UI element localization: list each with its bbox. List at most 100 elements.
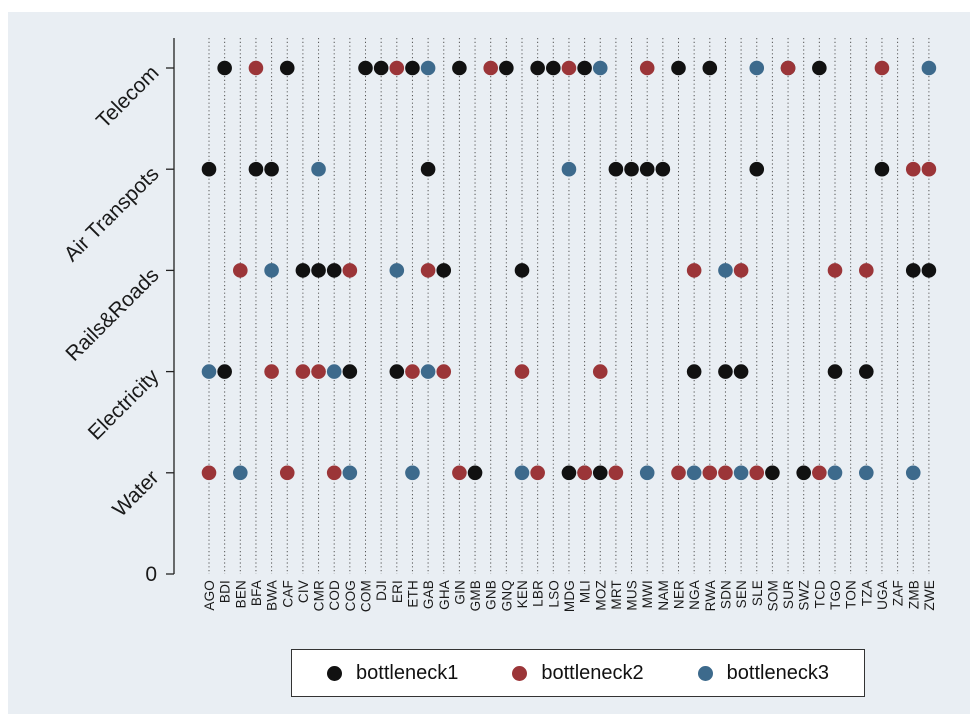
x-tick-label: GNB (484, 580, 499, 610)
data-point-bottleneck3 (639, 465, 655, 481)
data-point-bottleneck1 (812, 60, 827, 76)
data-point-bottleneck2 (733, 263, 749, 278)
data-point-bottleneck1 (686, 364, 702, 379)
legend-label: bottleneck3 (726, 661, 829, 684)
data-point-bottleneck2 (436, 364, 452, 379)
data-point-bottleneck2 (827, 263, 843, 278)
data-point-bottleneck3 (686, 465, 702, 481)
data-point-bottleneck1 (796, 465, 811, 481)
data-point-bottleneck3 (233, 465, 248, 481)
x-tick-label: SOM (765, 580, 780, 611)
data-point-bottleneck1 (624, 161, 639, 177)
y-tick-label: Rails&Roads (61, 264, 163, 366)
legend-marker (512, 665, 528, 681)
data-point-bottleneck3 (749, 60, 765, 76)
legend-label: bottleneck1 (356, 661, 459, 684)
legend-marker (327, 665, 343, 681)
data-point-bottleneck1 (514, 263, 530, 278)
x-tick-label: KEN (515, 580, 530, 608)
data-point-bottleneck1 (765, 465, 780, 481)
data-point-bottleneck1 (921, 263, 937, 278)
x-tick-label: ETH (405, 580, 420, 608)
data-point-bottleneck2 (452, 465, 467, 481)
data-point-bottleneck1 (577, 60, 592, 76)
data-point-bottleneck1 (217, 364, 232, 379)
legend: bottleneck1 bottleneck2 bottleneck3 (291, 649, 865, 697)
data-point-bottleneck2 (295, 364, 311, 379)
legend-marker (697, 665, 713, 681)
data-point-bottleneck1 (499, 60, 514, 76)
x-tick-label: GNQ (499, 580, 514, 611)
data-point-bottleneck1 (546, 60, 561, 76)
data-point-bottleneck2 (279, 465, 295, 481)
x-tick-label: CIV (296, 580, 311, 603)
data-point-bottleneck3 (859, 465, 874, 481)
data-point-bottleneck1 (467, 465, 483, 481)
data-point-bottleneck2 (859, 263, 874, 278)
data-point-bottleneck3 (827, 465, 843, 481)
data-point-bottleneck1 (905, 263, 921, 278)
x-tick-label: ZAF (891, 580, 906, 606)
data-point-bottleneck2 (233, 263, 248, 278)
data-point-bottleneck2 (905, 161, 921, 177)
y-tick-label: Air Transpots (60, 162, 164, 266)
x-tick-label: TCD (812, 580, 827, 608)
data-point-bottleneck1 (608, 161, 624, 177)
legend-label: bottleneck2 (541, 661, 644, 684)
x-tick-label: TZA (859, 580, 874, 606)
x-tick-label: GHA (437, 580, 452, 610)
data-point-bottleneck3 (718, 263, 733, 278)
x-tick-label: MUS (625, 580, 640, 611)
data-point-bottleneck2 (671, 465, 686, 481)
data-point-bottleneck1 (671, 60, 686, 76)
x-tick-label: COG (343, 580, 358, 611)
x-tick-label: DJI (374, 580, 389, 601)
data-point-bottleneck1 (859, 364, 874, 379)
data-point-bottleneck1 (639, 161, 655, 177)
data-point-bottleneck3 (733, 465, 749, 481)
legend-item-bottleneck2: bottleneck2 (512, 661, 644, 685)
data-point-bottleneck2 (921, 161, 937, 177)
data-point-bottleneck2 (592, 364, 608, 379)
data-point-bottleneck3 (389, 263, 405, 278)
x-tick-label: BEN (233, 580, 248, 608)
data-point-bottleneck2 (514, 364, 530, 379)
x-tick-label: MOZ (593, 580, 608, 611)
x-tick-label: UGA (875, 580, 890, 610)
data-point-bottleneck2 (389, 60, 405, 76)
x-tick-label: BWA (265, 580, 280, 611)
x-tick-label: SEN (734, 580, 749, 608)
data-point-bottleneck1 (530, 60, 545, 76)
data-point-bottleneck2 (577, 465, 592, 481)
x-tick-label: RWA (703, 580, 718, 611)
data-point-bottleneck1 (217, 60, 232, 76)
x-tick-label: CMR (312, 580, 327, 611)
grid-lines (208, 38, 930, 574)
data-point-bottleneck1 (592, 465, 608, 481)
data-point-bottleneck1 (358, 60, 373, 76)
x-tick-label: SLE (750, 580, 765, 606)
x-tick-label: SDN (718, 580, 733, 609)
data-point-bottleneck1 (295, 263, 311, 278)
data-point-bottleneck1 (311, 263, 326, 278)
data-point-bottleneck3 (420, 364, 436, 379)
data-point-bottleneck2 (326, 465, 342, 481)
data-point-bottleneck2 (530, 465, 545, 481)
data-point-bottleneck2 (264, 364, 279, 379)
data-point-bottleneck2 (639, 60, 655, 76)
legend-item-bottleneck3: bottleneck3 (697, 661, 829, 685)
data-point-bottleneck1 (373, 60, 389, 76)
x-tick-label: MWI (640, 580, 655, 608)
y-tick-label: Water (108, 466, 163, 521)
data-point-bottleneck1 (389, 364, 405, 379)
data-point-bottleneck3 (561, 161, 577, 177)
data-point-bottleneck2 (483, 60, 499, 76)
data-point-bottleneck1 (436, 263, 452, 278)
x-tick-label: MLI (578, 580, 593, 603)
data-point-bottleneck3 (264, 263, 279, 278)
data-point-bottleneck2 (248, 60, 264, 76)
data-point-bottleneck1 (452, 60, 467, 76)
data-point-bottleneck1 (655, 161, 671, 177)
